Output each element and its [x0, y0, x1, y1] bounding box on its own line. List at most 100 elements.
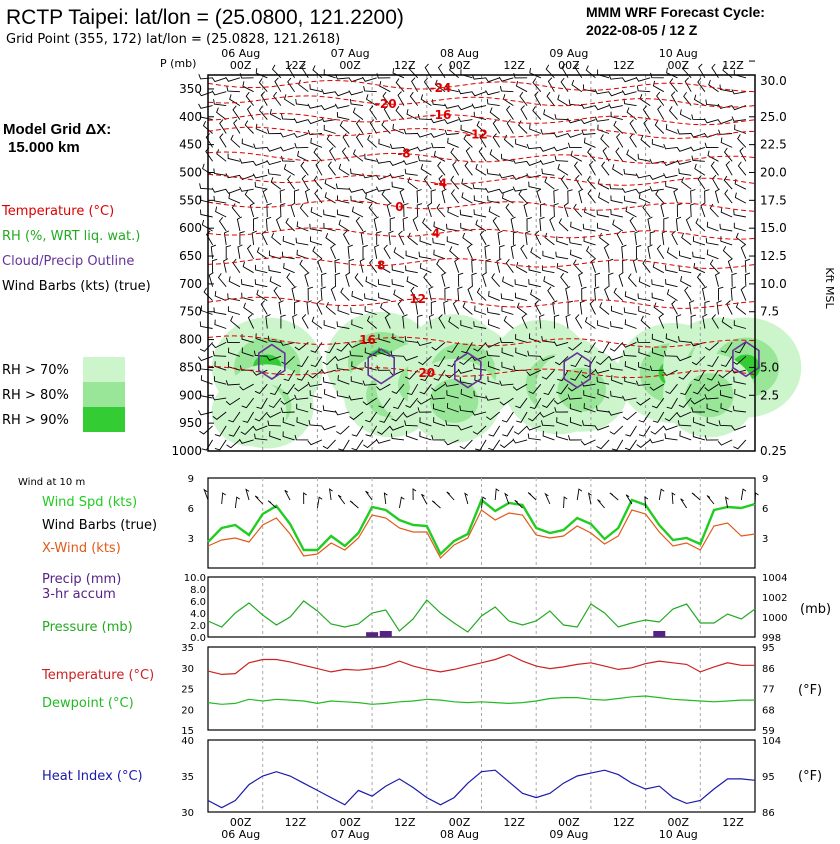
wind-barb-433 — [660, 202, 666, 218]
wind-barb-775 — [404, 335, 418, 343]
wind-barb-247 — [297, 150, 309, 162]
wind-barb-553 — [656, 244, 665, 260]
wind-barb-53 — [379, 81, 391, 93]
wind-barb-148 — [580, 119, 596, 125]
wind-barb-1075 — [679, 430, 692, 441]
wind-barb-838 — [720, 356, 733, 367]
wind-barb-426 — [563, 202, 569, 218]
wind-barb-608 — [321, 272, 327, 287]
bottom-hour-label-7: 12Z — [613, 816, 635, 829]
wind-barb-279 — [739, 147, 747, 162]
wind-barb-83 — [245, 91, 254, 106]
wind-barb-693 — [380, 302, 391, 315]
legend-dewpoint: Dewpoint (°C) — [42, 696, 134, 711]
isotherm-4 — [207, 151, 756, 164]
wind-barb-1015 — [404, 420, 418, 427]
wind-barb-264 — [526, 160, 541, 166]
wind-barb-118 — [717, 103, 733, 109]
wind-barb-215 — [403, 146, 418, 152]
wind-barb-390 — [610, 195, 623, 204]
wind-barb-916 — [692, 383, 706, 395]
p-tick-900: 900 — [179, 388, 202, 402]
wind-barb-430 — [610, 209, 623, 218]
wind-barb-923 — [241, 397, 254, 409]
wind-barb-176 — [416, 132, 432, 138]
rh-cell-2-l1 — [211, 378, 287, 447]
wind-barb-855 — [404, 369, 419, 380]
wind-barb-779 — [461, 342, 473, 354]
wind-barb-566 — [283, 263, 295, 274]
wind-barb-699 — [462, 302, 473, 315]
wind-barb-99 — [457, 105, 473, 111]
wind-barb-963 — [242, 411, 254, 423]
wind-barb-781 — [485, 341, 500, 348]
wind-barb-957 — [704, 394, 719, 400]
wind-barb-398 — [724, 189, 733, 204]
wind-barb-428 — [583, 207, 596, 218]
wind-barb-930 — [336, 390, 350, 399]
wind-barb-1022 — [502, 425, 514, 437]
wind-barb-702 — [501, 306, 514, 315]
wind-barb-127 — [293, 118, 309, 124]
upper-wind-barbs — [197, 63, 751, 451]
wind-barb-184 — [529, 123, 541, 134]
wind-barb-691 — [350, 307, 364, 315]
wind-barb-76 — [697, 77, 706, 92]
wind-barb-237 — [704, 142, 719, 148]
wind-barb-439 — [733, 209, 746, 218]
wind-barb-835 — [676, 355, 692, 362]
wind-barb-305 — [541, 168, 555, 176]
sfc-wind-barb-33 — [658, 488, 665, 501]
wind-barb-692 — [364, 306, 377, 315]
wind-barb-988 — [583, 403, 596, 413]
wind-barb-452 — [373, 216, 379, 232]
wind-barb-382 — [502, 193, 514, 204]
temp-ytick-c-35: 35 — [181, 643, 194, 654]
wind-barb-747 — [575, 314, 583, 329]
wind-barb-527 — [296, 249, 309, 260]
wind-barb-943 — [515, 397, 528, 409]
wind-barb-1079 — [733, 439, 747, 450]
wind-barb-65 — [547, 77, 555, 92]
wind-barb-894 — [391, 383, 405, 394]
wind-barb-671 — [624, 291, 637, 302]
wind-barb-243 — [239, 158, 254, 164]
wind-barb-364 — [262, 188, 268, 204]
wind-barb-490 — [342, 230, 350, 246]
wind-barb-411 — [351, 206, 364, 218]
wind-barb-437 — [709, 203, 719, 218]
legend-rh90-label: RH > 90% — [2, 413, 69, 428]
wind-barb-337 — [438, 174, 446, 190]
wind-barb-263 — [512, 158, 528, 164]
wind-barb-236 — [690, 146, 706, 152]
wind-barb-448 — [309, 223, 323, 232]
wind-barb-313 — [649, 174, 664, 180]
wind-barb-665 — [547, 286, 555, 301]
wind-barb-932 — [362, 397, 377, 406]
wind-barb-227 — [567, 142, 582, 149]
wind-barb-1052 — [363, 439, 377, 449]
wind-barb-672 — [637, 293, 651, 302]
wind-barb-183 — [518, 120, 528, 134]
wind-barb-857 — [433, 369, 446, 381]
wind-barb-994 — [664, 411, 678, 422]
wind-barb-482 — [239, 231, 245, 245]
wind-barb-129 — [321, 116, 336, 122]
wind-barb-783 — [515, 333, 528, 343]
isotherm-label-4: -8 — [397, 147, 410, 161]
wind-barb-737 — [438, 314, 446, 329]
wind-barb-450 — [338, 219, 350, 232]
temp-ytick-f-1: 68 — [762, 705, 775, 716]
wind-series-0 — [207, 498, 756, 557]
wind-barb-931 — [348, 395, 364, 401]
wind-barb-915 — [680, 383, 692, 396]
wind-barb-586 — [556, 262, 569, 274]
press-series-0 — [207, 599, 756, 633]
wind-barb-256 — [417, 155, 432, 162]
wind-barb-180 — [476, 120, 487, 134]
wind-barb-865 — [541, 369, 555, 380]
wind-barb-322 — [225, 188, 241, 194]
wind-barb-641 — [214, 290, 227, 302]
wind-barb-507 — [569, 237, 582, 246]
legend-wind-spd: Wind Spd (kts) — [42, 495, 137, 510]
